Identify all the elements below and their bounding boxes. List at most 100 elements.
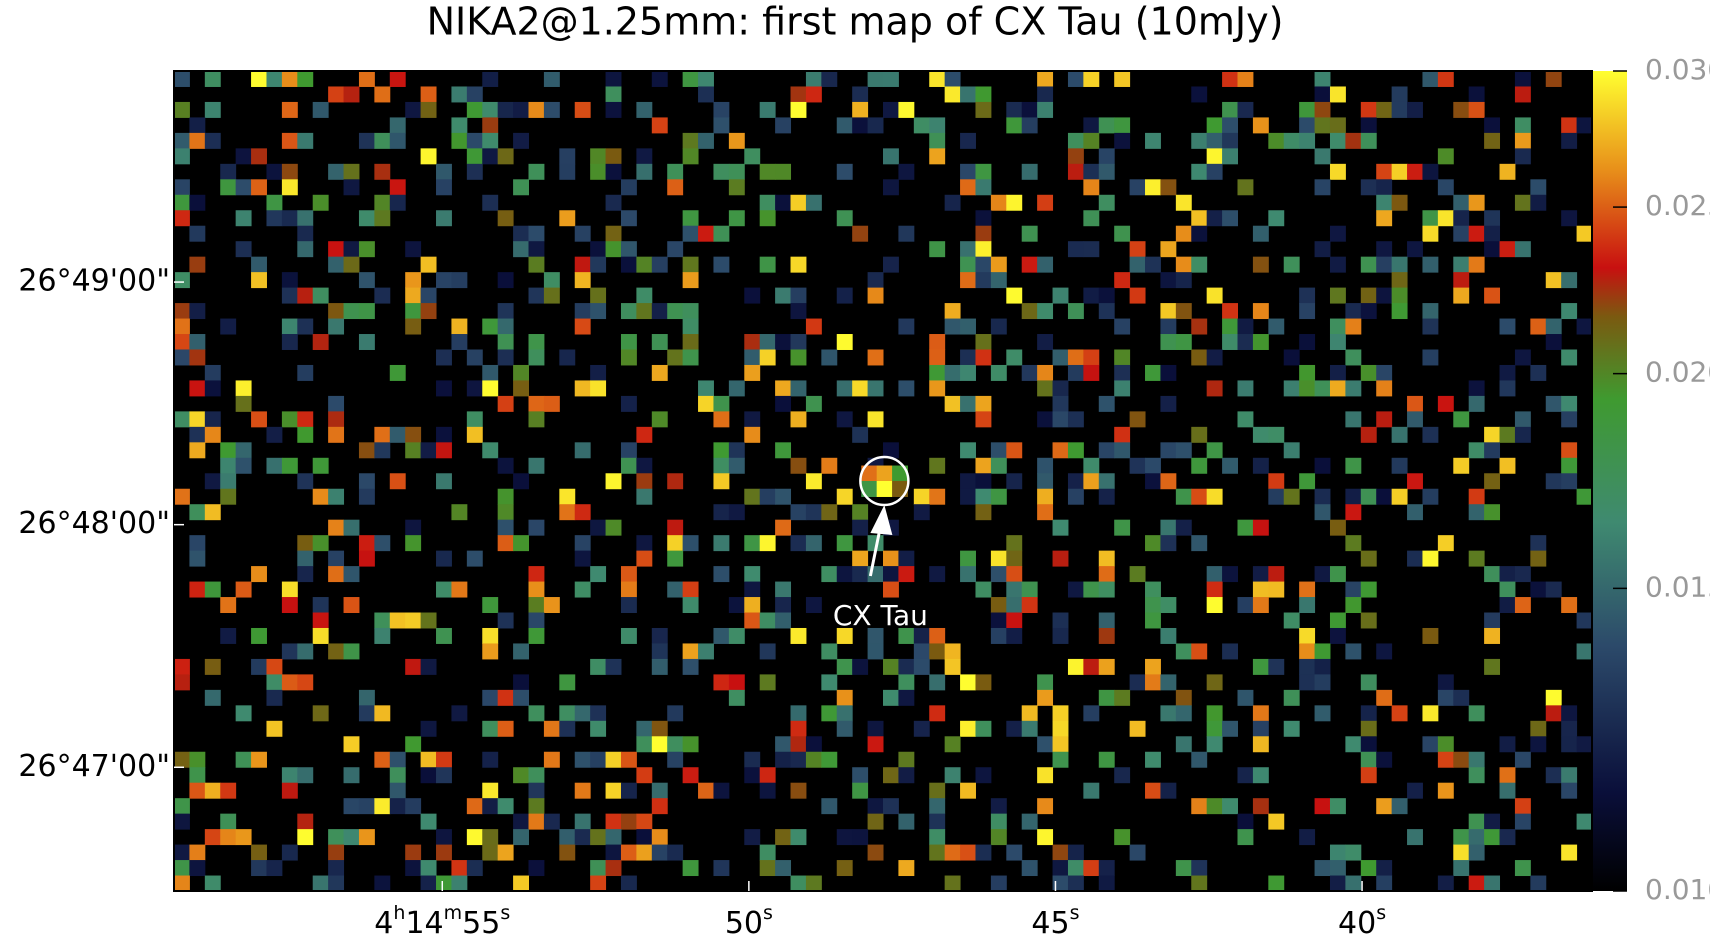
map-pixel bbox=[605, 860, 622, 877]
map-pixel bbox=[1037, 736, 1054, 753]
map-pixel bbox=[1083, 210, 1100, 227]
map-pixel bbox=[1314, 504, 1331, 521]
map-pixel bbox=[1206, 117, 1223, 134]
map-pixel bbox=[559, 488, 576, 505]
map-pixel bbox=[759, 334, 776, 350]
map-pixel bbox=[1114, 829, 1131, 846]
map-pixel bbox=[328, 829, 345, 846]
map-pixel bbox=[775, 519, 792, 536]
map-pixel bbox=[312, 535, 329, 552]
map-pixel bbox=[1083, 782, 1100, 799]
map-pixel bbox=[1145, 658, 1161, 675]
map-pixel bbox=[559, 148, 576, 165]
map-pixel bbox=[759, 163, 776, 180]
map-pixel bbox=[790, 194, 807, 211]
map-pixel bbox=[374, 442, 391, 459]
map-pixel bbox=[852, 117, 869, 134]
map-pixel bbox=[1145, 473, 1161, 490]
map-pixel bbox=[1145, 581, 1161, 598]
map-pixel bbox=[605, 751, 622, 768]
map-pixel bbox=[975, 411, 992, 428]
map-pixel bbox=[528, 349, 545, 366]
map-pixel bbox=[867, 844, 884, 861]
map-pixel bbox=[204, 581, 221, 598]
map-pixel bbox=[389, 71, 406, 87]
map-pixel bbox=[1252, 519, 1269, 536]
map-pixel bbox=[636, 303, 653, 320]
map-pixel bbox=[389, 426, 406, 443]
map-pixel bbox=[482, 71, 499, 87]
map-pixel bbox=[482, 689, 499, 706]
map-pixel bbox=[944, 71, 961, 87]
map-pixel bbox=[1576, 318, 1592, 335]
map-pixel bbox=[1453, 210, 1470, 227]
map-pixel bbox=[281, 272, 298, 289]
map-pixel bbox=[651, 844, 668, 861]
map-pixel bbox=[1407, 550, 1423, 567]
map-pixel bbox=[1129, 256, 1146, 273]
map-pixel bbox=[513, 241, 529, 258]
map-pixel bbox=[1237, 71, 1254, 87]
map-pixel bbox=[1422, 550, 1439, 567]
map-pixel bbox=[1453, 751, 1470, 768]
map-pixel bbox=[620, 349, 637, 366]
map-pixel bbox=[1191, 535, 1208, 552]
map-pixel bbox=[790, 736, 807, 753]
map-pixel bbox=[1545, 334, 1562, 350]
map-pixel bbox=[1052, 550, 1069, 567]
map-pixel bbox=[251, 411, 267, 428]
map-pixel bbox=[590, 303, 607, 320]
map-pixel bbox=[1360, 581, 1377, 598]
map-pixel bbox=[1037, 488, 1054, 505]
map-pixel bbox=[1453, 860, 1470, 877]
map-pixel bbox=[876, 465, 893, 482]
map-pixel bbox=[559, 844, 576, 861]
map-pixel bbox=[358, 442, 375, 459]
map-pixel bbox=[1499, 829, 1516, 846]
map-pixel bbox=[574, 782, 591, 799]
map-pixel bbox=[1299, 473, 1316, 490]
map-pixel bbox=[189, 442, 206, 459]
map-pixel bbox=[960, 488, 976, 505]
map-pixel bbox=[1129, 674, 1146, 691]
map-pixel bbox=[374, 705, 391, 722]
map-pixel bbox=[1314, 860, 1331, 877]
map-pixel bbox=[1237, 179, 1254, 196]
map-pixel bbox=[975, 457, 992, 474]
map-pixel bbox=[605, 782, 622, 799]
map-pixel bbox=[1345, 643, 1362, 660]
map-pixel bbox=[420, 720, 437, 737]
map-pixel bbox=[1252, 658, 1269, 675]
map-pixel bbox=[204, 782, 221, 799]
map-pixel bbox=[1191, 225, 1208, 242]
map-pixel bbox=[744, 581, 761, 598]
map-pixel bbox=[1360, 117, 1377, 134]
map-pixel bbox=[728, 442, 745, 459]
map-pixel bbox=[790, 751, 807, 768]
map-pixel bbox=[328, 519, 345, 536]
map-pixel bbox=[1222, 303, 1238, 320]
map-pixel bbox=[1299, 581, 1316, 598]
map-pixel bbox=[1006, 844, 1023, 861]
map-pixel bbox=[1391, 272, 1408, 289]
map-pixel bbox=[513, 179, 529, 196]
map-pixel bbox=[867, 736, 884, 753]
map-pixel bbox=[1006, 473, 1023, 490]
map-pixel bbox=[358, 705, 375, 722]
map-pixel bbox=[1006, 194, 1023, 211]
y-tick-label: 26°48'00" bbox=[18, 506, 170, 541]
map-pixel bbox=[220, 782, 237, 799]
map-pixel bbox=[1314, 101, 1331, 118]
map-pixel bbox=[543, 71, 560, 87]
map-pixel bbox=[174, 132, 190, 149]
map-pixel bbox=[343, 241, 360, 258]
map-pixel bbox=[1237, 597, 1254, 614]
map-pixel bbox=[929, 364, 946, 381]
map-pixel bbox=[436, 751, 452, 768]
map-pixel bbox=[1206, 349, 1223, 366]
map-pixel bbox=[759, 782, 776, 799]
map-pixel bbox=[836, 488, 853, 505]
map-pixel bbox=[929, 643, 946, 660]
map-pixel bbox=[420, 287, 437, 304]
annotation-label: CX Tau bbox=[833, 599, 928, 632]
